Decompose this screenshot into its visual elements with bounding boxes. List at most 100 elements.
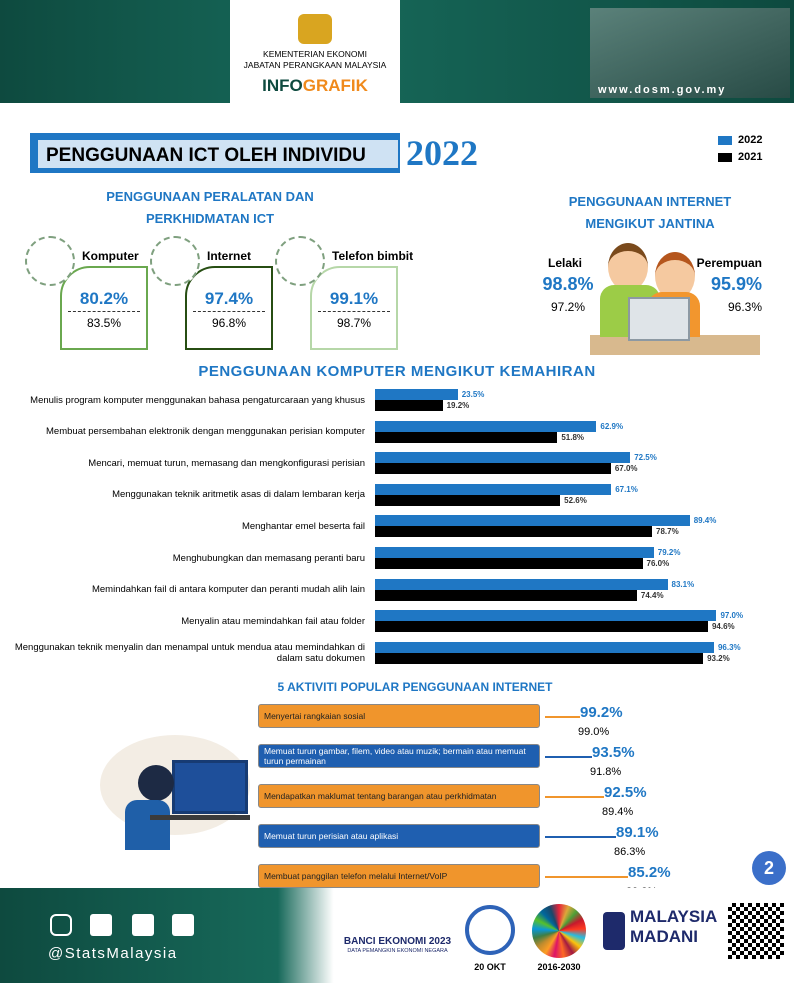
divider <box>193 311 265 312</box>
sdg-wheel <box>532 904 586 958</box>
device-icon <box>150 236 200 286</box>
category-label: Memindahkan fail di antara komputer dan … <box>91 584 365 596</box>
value-label: 52.6% <box>564 495 587 505</box>
legend-label: 2021 <box>738 151 763 163</box>
activity-value-2021: 86.3% <box>614 846 646 858</box>
qr-code[interactable] <box>728 903 784 959</box>
twitter-icon[interactable] <box>132 914 154 936</box>
bar <box>375 547 654 558</box>
value-label: 79.2% <box>657 548 681 557</box>
device-value-2022: 99.1% <box>329 289 379 308</box>
bar <box>375 452 631 464</box>
gender-name: Perempuan <box>696 256 762 270</box>
device-value-2022: 97.4% <box>204 289 254 308</box>
website: www.dosm.gov.my <box>598 84 727 96</box>
device-name: Internet <box>207 249 252 263</box>
youtube-icon[interactable] <box>172 914 194 936</box>
bar <box>375 589 637 601</box>
legend-label: 2022 <box>738 134 763 146</box>
bar <box>375 400 443 411</box>
category-label: Mencari, memuat turun, memasang dan meng… <box>88 457 365 469</box>
legend-swatch <box>718 136 732 145</box>
bar <box>375 526 653 538</box>
bar <box>375 578 668 590</box>
census-logo <box>465 905 515 955</box>
value-label: 74.4% <box>640 590 664 600</box>
bar <box>375 515 690 527</box>
divider <box>68 311 140 312</box>
facebook-icon[interactable] <box>90 914 112 936</box>
legend-swatch <box>718 153 732 162</box>
activity-bar <box>258 864 540 888</box>
madani-line: MALAYSIA <box>630 907 718 926</box>
census-tagline: DATA PEMANGKIN EKONOMI NEGARA <box>347 948 448 954</box>
device-name: Komputer <box>82 249 139 263</box>
activities-title: 5 AKTIVITI POPULAR PENGGUNAAN INTERNET <box>277 680 553 694</box>
monitor <box>628 297 690 341</box>
bar <box>375 652 704 664</box>
bar <box>375 558 643 569</box>
bar <box>375 431 558 443</box>
sdg-period: 2016-2030 <box>537 962 581 972</box>
gender-value-2021: 96.3% <box>727 300 762 314</box>
bar <box>375 389 458 400</box>
instagram-icon[interactable] <box>50 914 72 936</box>
madani-logo <box>603 912 625 950</box>
bar <box>375 621 708 633</box>
activity-value-2022: 89.1% <box>616 824 659 841</box>
bar <box>375 641 714 653</box>
bar <box>375 494 561 506</box>
gender-value-2022: 95.9% <box>710 274 762 294</box>
brand-part: GRAFIK <box>302 76 368 95</box>
brand: INFOGRAFIK <box>220 76 410 96</box>
bar <box>375 463 611 475</box>
building-image <box>590 8 790 98</box>
arrow <box>545 876 628 878</box>
bar <box>375 610 717 622</box>
device-value-2021: 96.8% <box>211 316 247 330</box>
illustration-screen <box>172 760 248 814</box>
activity-value-2022: 99.2% <box>580 704 623 721</box>
value-label: 19.2% <box>446 401 470 410</box>
device-name: Telefon bimbit <box>332 249 414 263</box>
activity-bar <box>258 824 540 848</box>
activity-bar <box>258 744 540 768</box>
chart-title: PENGGUNAAN KOMPUTER MENGIKUT KEMAHIRAN <box>198 363 596 380</box>
value-label: 83.1% <box>671 579 695 589</box>
device-box <box>185 266 273 350</box>
gender-title-line: PENGGUNAAN INTERNET <box>568 194 732 209</box>
value-label: 72.5% <box>634 453 657 463</box>
value-label: 67.1% <box>615 484 638 494</box>
year: 2022 <box>406 133 478 173</box>
bar <box>375 483 612 495</box>
value-label: 62.9% <box>600 421 624 431</box>
divider <box>318 311 390 312</box>
illustration-person <box>138 765 174 801</box>
arrow <box>545 756 592 758</box>
activity-label: Memuat turun gambar, filem, video atau m… <box>264 746 526 766</box>
category-label: Menghantar emel beserta fail <box>241 520 365 532</box>
bar <box>375 420 597 432</box>
device-box <box>60 266 148 350</box>
title: PENGGUNAAN ICT OLEH INDIVIDU <box>36 138 400 170</box>
devices-title-line: PENGGUNAAN PERALATAN DAN <box>106 189 314 204</box>
madani-line: MADANI <box>630 927 698 946</box>
value-label: 67.0% <box>614 464 638 474</box>
activity-bar <box>258 704 540 728</box>
device-value-2021: 98.7% <box>336 316 372 330</box>
man-head <box>608 243 648 291</box>
device-box <box>310 266 398 350</box>
illustration-desk <box>150 815 250 820</box>
value-label: 97.0% <box>720 611 744 621</box>
arrow <box>545 836 616 838</box>
device-icon <box>275 236 325 286</box>
category-label: Menggunakan teknik aritmetik asas di dal… <box>112 489 365 501</box>
activity-value-2022: 93.5% <box>592 744 635 761</box>
device-value-2022: 80.2% <box>79 289 129 308</box>
activity-value-2021: 99.0% <box>578 726 610 738</box>
category-label: Membuat persembahan elektronik dengan me… <box>46 426 365 438</box>
brand-part: INFO <box>262 76 303 95</box>
ministry-line: JABATAN PERANGKAAN MALAYSIA <box>243 60 387 70</box>
value-label: 76.0% <box>646 559 670 568</box>
